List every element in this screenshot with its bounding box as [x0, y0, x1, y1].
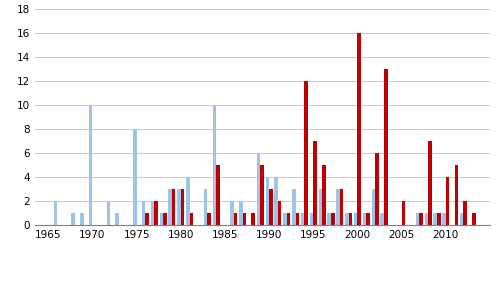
Bar: [284, 213, 287, 225]
Bar: [106, 201, 110, 225]
Bar: [372, 189, 375, 225]
Bar: [212, 105, 216, 225]
Bar: [163, 213, 166, 225]
Bar: [266, 177, 269, 225]
Bar: [437, 213, 440, 225]
Bar: [331, 213, 334, 225]
Bar: [328, 213, 331, 225]
Bar: [442, 213, 446, 225]
Bar: [116, 213, 119, 225]
Bar: [269, 189, 272, 225]
Bar: [234, 213, 237, 225]
Bar: [89, 105, 92, 225]
Bar: [230, 201, 234, 225]
Bar: [160, 213, 163, 225]
Bar: [181, 189, 184, 225]
Bar: [257, 153, 260, 225]
Bar: [416, 213, 420, 225]
Bar: [340, 189, 344, 225]
Bar: [375, 153, 378, 225]
Bar: [242, 213, 246, 225]
Bar: [363, 213, 366, 225]
Bar: [380, 213, 384, 225]
Bar: [177, 189, 181, 225]
Bar: [274, 177, 278, 225]
Bar: [472, 213, 476, 225]
Bar: [366, 213, 370, 225]
Bar: [190, 213, 193, 225]
Bar: [336, 189, 340, 225]
Bar: [310, 213, 314, 225]
Bar: [278, 201, 281, 225]
Bar: [239, 201, 242, 225]
Bar: [150, 201, 154, 225]
Bar: [322, 165, 326, 225]
Bar: [186, 177, 190, 225]
Bar: [424, 213, 428, 225]
Bar: [142, 201, 146, 225]
Bar: [402, 201, 405, 225]
Bar: [252, 213, 255, 225]
Bar: [464, 201, 467, 225]
Bar: [146, 213, 149, 225]
Bar: [345, 213, 348, 225]
Bar: [204, 189, 208, 225]
Bar: [168, 189, 172, 225]
Bar: [172, 189, 176, 225]
Bar: [80, 213, 84, 225]
Bar: [454, 165, 458, 225]
Bar: [296, 213, 299, 225]
Bar: [434, 213, 437, 225]
Bar: [208, 213, 211, 225]
Bar: [358, 33, 361, 225]
Bar: [384, 69, 388, 225]
Bar: [428, 141, 432, 225]
Bar: [304, 81, 308, 225]
Bar: [292, 189, 296, 225]
Bar: [354, 213, 358, 225]
Bar: [287, 213, 290, 225]
Bar: [301, 213, 304, 225]
Bar: [154, 201, 158, 225]
Bar: [314, 141, 317, 225]
Bar: [133, 129, 136, 225]
Bar: [54, 201, 57, 225]
Bar: [71, 213, 75, 225]
Bar: [260, 165, 264, 225]
Bar: [446, 177, 450, 225]
Bar: [216, 165, 220, 225]
Bar: [318, 189, 322, 225]
Bar: [460, 213, 464, 225]
Bar: [348, 213, 352, 225]
Bar: [420, 213, 423, 225]
